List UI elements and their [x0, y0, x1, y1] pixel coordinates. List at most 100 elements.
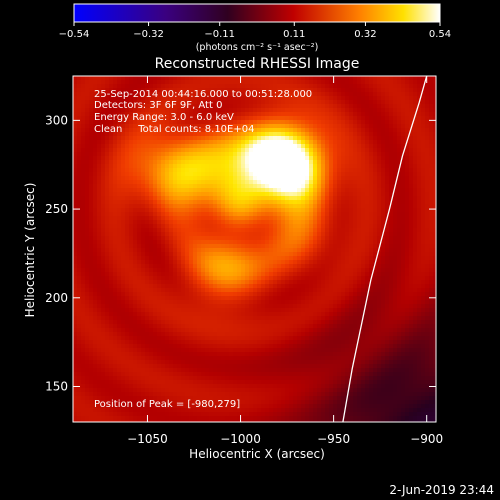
heat-cell: [149, 356, 153, 360]
heat-cell: [157, 168, 161, 172]
heat-cell: [241, 188, 245, 192]
heat-cell: [101, 92, 105, 96]
heat-cell: [265, 356, 269, 360]
heat-cell: [245, 304, 249, 308]
heat-cell: [221, 336, 225, 340]
heat-cell: [249, 124, 253, 128]
heat-cell: [141, 272, 145, 276]
heat-cell: [145, 272, 149, 276]
heat-cell: [109, 372, 113, 376]
heat-cell: [113, 176, 117, 180]
heat-cell: [241, 336, 245, 340]
heat-cell: [257, 156, 261, 160]
heat-cell: [101, 344, 105, 348]
heat-cell: [225, 148, 229, 152]
heat-cell: [113, 260, 117, 264]
heat-cell: [117, 160, 121, 164]
heat-cell: [277, 396, 281, 400]
heat-cell: [141, 172, 145, 176]
heat-cell: [273, 228, 277, 232]
heat-cell: [297, 312, 301, 316]
heat-cell: [281, 180, 285, 184]
heat-cell: [297, 392, 301, 396]
heat-cell: [205, 120, 209, 124]
heat-cell: [229, 76, 233, 80]
heat-cell: [297, 336, 301, 340]
heat-cell: [93, 108, 97, 112]
heat-cell: [153, 176, 157, 180]
heat-cell: [193, 340, 197, 344]
heat-cell: [161, 356, 165, 360]
heat-cell: [89, 276, 93, 280]
heat-cell: [89, 396, 93, 400]
heat-cell: [209, 236, 213, 240]
heat-cell: [137, 148, 141, 152]
heat-cell: [269, 84, 273, 88]
heat-cell: [189, 200, 193, 204]
heat-cell: [205, 396, 209, 400]
heat-cell: [97, 380, 101, 384]
heat-cell: [189, 160, 193, 164]
heat-cell: [257, 80, 261, 84]
heat-cell: [205, 104, 209, 108]
heat-cell: [109, 232, 113, 236]
heat-cell: [113, 192, 117, 196]
heat-cell: [77, 112, 81, 116]
heat-cell: [73, 336, 77, 340]
heat-cell: [237, 124, 241, 128]
heat-cell: [173, 172, 177, 176]
heat-cell: [205, 320, 209, 324]
heat-cell: [237, 284, 241, 288]
heat-cell: [217, 144, 221, 148]
heat-cell: [201, 264, 205, 268]
heat-cell: [165, 340, 169, 344]
heat-cell: [285, 260, 289, 264]
heat-cell: [165, 232, 169, 236]
heat-cell: [289, 260, 293, 264]
heat-cell: [289, 140, 293, 144]
heat-cell: [113, 268, 117, 272]
heat-cell: [121, 160, 125, 164]
heat-cell: [101, 396, 105, 400]
heat-cell: [249, 80, 253, 84]
heat-cell: [221, 372, 225, 376]
heat-cell: [117, 212, 121, 216]
heat-cell: [113, 204, 117, 208]
heat-cell: [281, 248, 285, 252]
heat-cell: [269, 280, 273, 284]
heat-cell: [105, 168, 109, 172]
heat-cell: [165, 348, 169, 352]
heat-cell: [277, 128, 281, 132]
heat-cell: [73, 344, 77, 348]
heat-cell: [81, 156, 85, 160]
heat-cell: [105, 420, 109, 422]
heat-cell: [273, 108, 277, 112]
heat-cell: [141, 148, 145, 152]
heat-cell: [217, 128, 221, 132]
heat-cell: [193, 160, 197, 164]
heat-cell: [265, 184, 269, 188]
heat-cell: [149, 88, 153, 92]
heat-cell: [289, 236, 293, 240]
heat-cell: [153, 352, 157, 356]
heat-cell: [133, 84, 137, 88]
heat-cell: [297, 220, 301, 224]
heat-cell: [149, 96, 153, 100]
heat-cell: [129, 332, 133, 336]
heat-cell: [201, 328, 205, 332]
heat-cell: [193, 212, 197, 216]
heat-cell: [245, 260, 249, 264]
heat-cell: [225, 172, 229, 176]
heat-cell: [249, 336, 253, 340]
heat-cell: [237, 312, 241, 316]
heat-cell: [293, 412, 297, 416]
heat-cell: [269, 404, 273, 408]
heat-cell: [81, 332, 85, 336]
heat-cell: [277, 408, 281, 412]
heat-cell: [261, 256, 265, 260]
heat-cell: [201, 312, 205, 316]
heat-cell: [93, 104, 97, 108]
heat-cell: [77, 152, 81, 156]
heat-cell: [245, 108, 249, 112]
heat-cell: [213, 252, 217, 256]
